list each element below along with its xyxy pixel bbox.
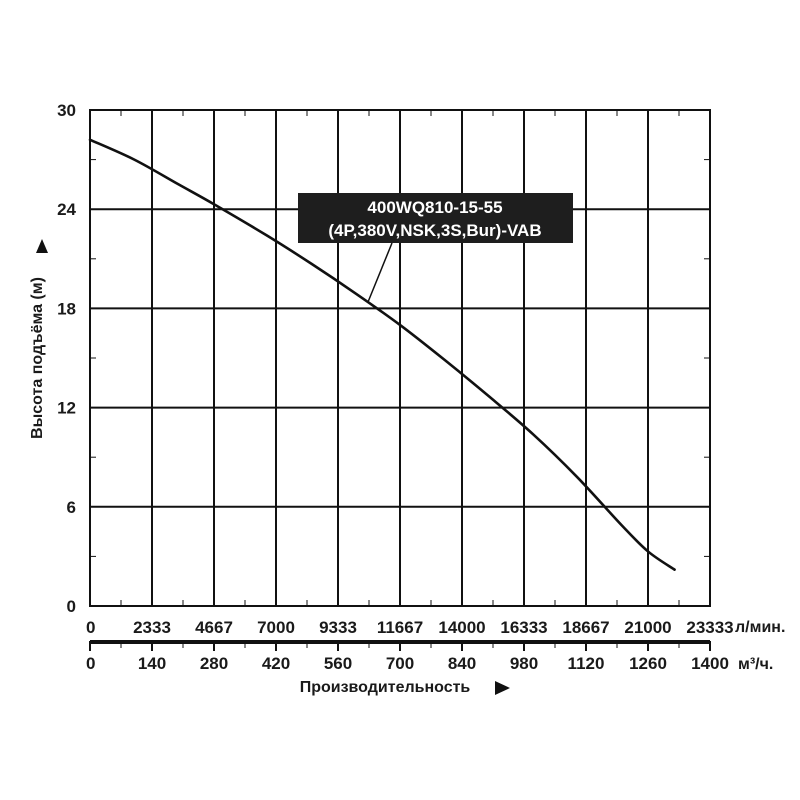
lmin-axis-tick-label: 23333 bbox=[686, 618, 733, 637]
y-tick-label: 6 bbox=[67, 498, 76, 517]
m3h-axis-tick-label: 280 bbox=[200, 654, 228, 673]
y-axis-title: Высота подъёма (м) bbox=[29, 277, 46, 439]
callout-leader bbox=[367, 242, 393, 303]
lmin-axis-tick-label: 14000 bbox=[438, 618, 485, 637]
m3h-axis-tick-label: 1400 bbox=[691, 654, 729, 673]
unit-lmin: л/мин. bbox=[735, 619, 785, 636]
lmin-axis-tick-label: 7000 bbox=[257, 618, 295, 637]
lmin-axis-tick-label: 4667 bbox=[195, 618, 233, 637]
m3h-axis-tick-label: 420 bbox=[262, 654, 290, 673]
x-axis-arrow-icon bbox=[495, 681, 510, 695]
y-tick-labels: 0 6 12 18 24 30 bbox=[57, 101, 76, 616]
grid bbox=[90, 110, 710, 606]
lmin-axis-tick-label: 2333 bbox=[133, 618, 171, 637]
lmin-axis-tick-label: 16333 bbox=[500, 618, 547, 637]
m3h-axis-tick-label: 140 bbox=[138, 654, 166, 673]
y-tick-label: 0 bbox=[67, 597, 76, 616]
series-label-box bbox=[298, 193, 573, 243]
m3h-axis-tick-label: 700 bbox=[386, 654, 414, 673]
lmin-axis: 0 2333 4667 7000 9333 11667 14000 16333 18667 210… bbox=[86, 618, 734, 649]
m3h-axis-tick-label: 1120 bbox=[568, 654, 605, 673]
lmin-axis-tick-label: 11667 bbox=[377, 618, 423, 637]
unit-m3h: м³/ч. bbox=[738, 656, 773, 673]
y-tick-label: 24 bbox=[57, 200, 76, 219]
m3h-axis-tick-label: 980 bbox=[510, 654, 538, 673]
m3h-axis: 0 140 280 420 560 700 840 980 1120 1260 1400 bbox=[86, 642, 729, 673]
m3h-axis-tick-label: 840 bbox=[448, 654, 476, 673]
m3h-axis-tick-label: 0 bbox=[86, 654, 95, 673]
y-tick-label: 12 bbox=[57, 399, 76, 418]
lmin-axis-tick-label: 21000 bbox=[624, 618, 671, 637]
series-label-line-2: (4P,380V,NSK,3S,Bur)-VAB bbox=[328, 221, 541, 240]
m3h-axis-tick-label: 560 bbox=[324, 654, 352, 673]
y-tick-label: 18 bbox=[57, 299, 76, 318]
lmin-axis-tick-label: 18667 bbox=[562, 618, 609, 637]
m3h-axis-tick-label: 1260 bbox=[629, 654, 667, 673]
series-line-pump-curve bbox=[88, 138, 676, 571]
y-axis-arrow-icon bbox=[36, 239, 48, 253]
lmin-axis-tick-label: 9333 bbox=[319, 618, 357, 637]
plot-frame bbox=[89, 109, 711, 607]
lmin-axis-tick-label: 0 bbox=[86, 618, 95, 637]
series-label-line-1: 400WQ810-15-55 bbox=[367, 198, 502, 217]
x-axis-title: Производительность bbox=[300, 679, 471, 696]
y-tick-label: 30 bbox=[57, 101, 76, 120]
